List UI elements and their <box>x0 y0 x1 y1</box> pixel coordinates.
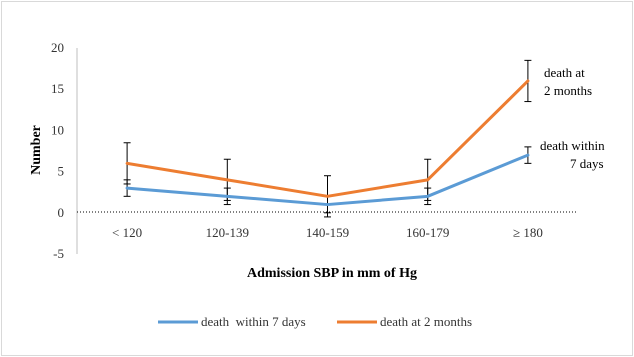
annotation-death-7-days: death within 7 days <box>540 138 605 171</box>
y-axis-title: Number <box>29 125 44 175</box>
series-line-death-at-2-months <box>125 79 530 198</box>
x-tick-label: ≥ 180 <box>513 225 543 240</box>
x-tick-label: < 120 <box>112 225 142 240</box>
y-tick-label: 20 <box>51 40 64 55</box>
y-tick-label: -5 <box>53 246 64 261</box>
y-tick-label: 15 <box>51 81 64 96</box>
y-tick-label: 0 <box>58 205 65 220</box>
series-lines <box>125 79 530 207</box>
axes <box>76 48 578 254</box>
x-tick-labels: < 120 120-139 140-159 160-179 ≥ 180 <box>112 225 543 240</box>
x-tick-label: 120-139 <box>206 225 249 240</box>
x-tick-label: 160-179 <box>406 225 449 240</box>
x-tick-label: 140-159 <box>306 225 349 240</box>
series-line-death-within-7-days <box>125 153 530 207</box>
legend: death within 7 days death at 2 months <box>158 314 472 329</box>
annotation-line: 2 months <box>544 83 592 98</box>
annotation-line: death at <box>544 65 585 80</box>
legend-label-7-days: death within 7 days <box>201 314 306 329</box>
annotation-death-2-months: death at 2 months <box>544 65 592 98</box>
y-tick-label: 5 <box>58 164 65 179</box>
legend-label-2-months: death at 2 months <box>380 314 472 329</box>
y-tick-labels: -5 0 5 10 15 20 <box>51 40 64 261</box>
annotation-line: death within <box>540 138 605 153</box>
annotation-line: 7 days <box>570 156 604 171</box>
y-tick-label: 10 <box>51 122 64 137</box>
x-axis-title: Admission SBP in mm of Hg <box>247 266 417 281</box>
